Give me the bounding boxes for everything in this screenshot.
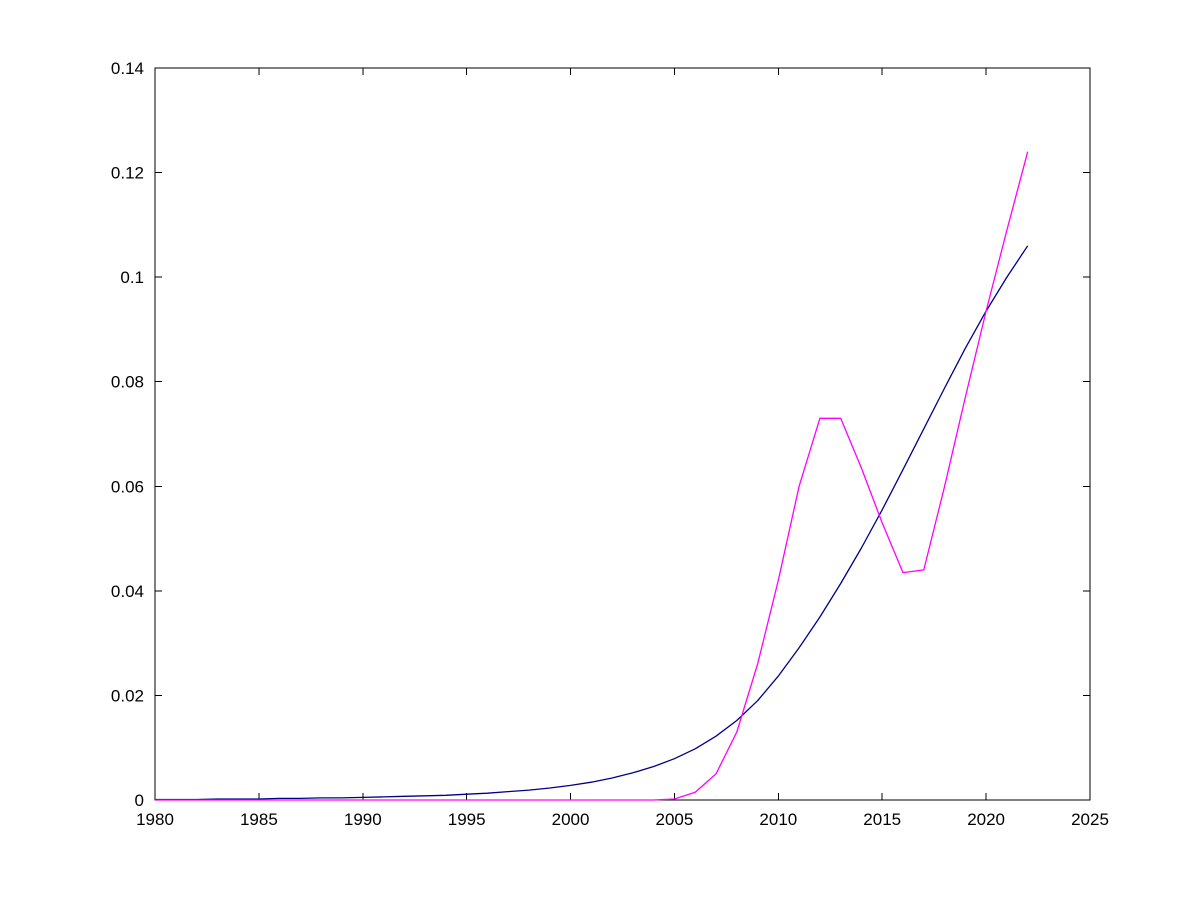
x-tick-label: 1995 [448,810,486,829]
x-tick-label: 1980 [136,810,174,829]
plot-box [154,67,1091,801]
y-tick-label: 0.02 [111,686,144,705]
y-tick-label: 0.06 [111,477,144,496]
y-tick-label: 0.12 [111,164,144,183]
x-tick-label: 2005 [656,810,694,829]
x-tick-label: 2010 [759,810,797,829]
x-tick-label: 1990 [344,810,382,829]
x-tick-label: 1985 [240,810,278,829]
y-tick-label: 0.04 [111,582,144,601]
x-tick-label: 2020 [967,810,1005,829]
y-tick-label: 0.1 [120,268,144,287]
y-tick-label: 0 [135,791,144,810]
line-series1-smooth-blue [155,245,1029,801]
x-tick-label: 2000 [552,810,590,829]
y-tick-label: 0.08 [111,373,144,392]
x-tick-label: 2015 [863,810,901,829]
line-series2-jagged-magenta [155,151,1029,801]
x-tick-label: 2025 [1071,810,1109,829]
y-tick-label: 0.14 [111,59,144,78]
